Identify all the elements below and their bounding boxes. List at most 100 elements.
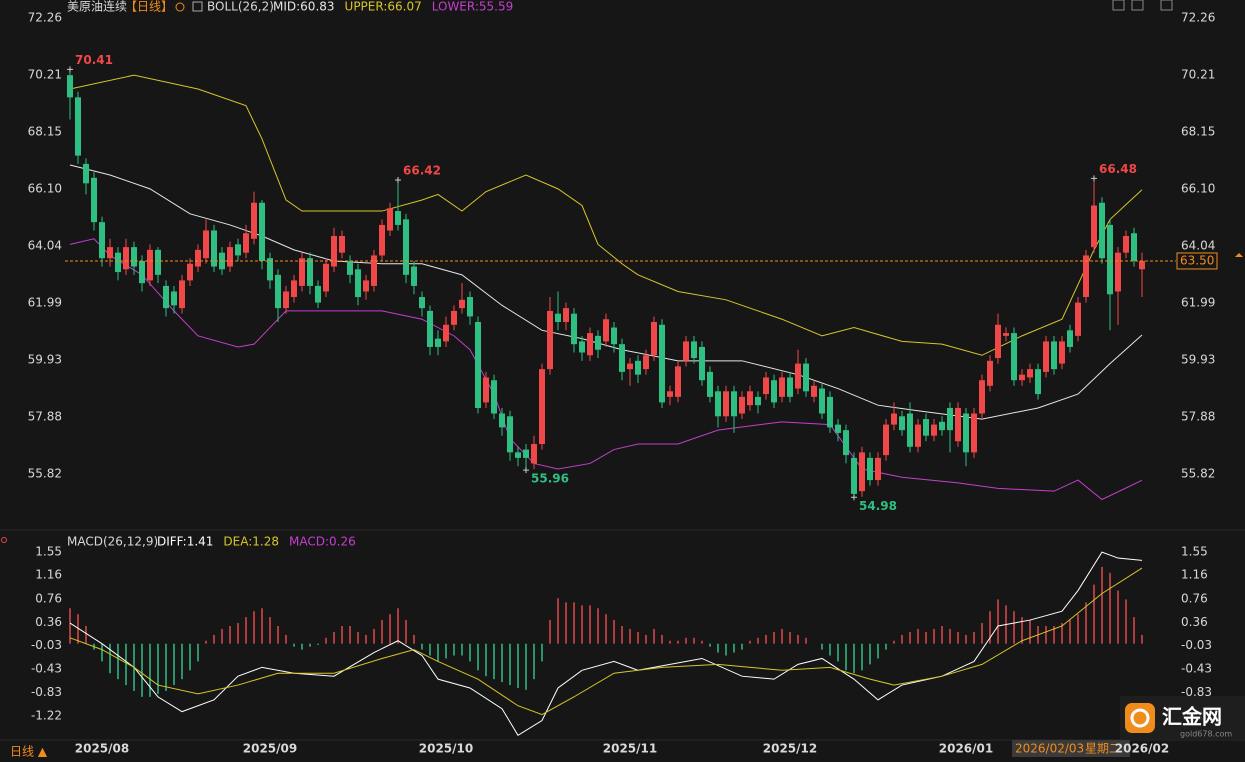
last-price-label: 63.50 [1180,253,1214,267]
y-tick-label: 57.88 [1181,409,1215,423]
tool-icon[interactable] [1112,0,1125,11]
candle-body [483,377,489,403]
candle-body [651,321,657,356]
y-tick-label: 0.36 [1181,615,1208,629]
candle-body [67,75,73,98]
candle-body [1043,341,1049,372]
candle-body [995,324,1001,359]
legend-label: LOWER:55.59 [432,0,514,14]
y-tick-label: -0.03 [1181,638,1212,652]
candle-body [1011,333,1017,381]
indicator-icon[interactable] [192,1,203,12]
tool-icon[interactable] [1131,0,1144,11]
y-tick-label: 0.76 [1181,591,1208,605]
candle-body [435,338,441,347]
candle-body [115,252,121,273]
candle-body [179,280,185,309]
candle-body [419,297,425,309]
candle-body [155,249,161,275]
candle-body [931,424,937,436]
indicator-line [69,567,1143,716]
extreme-marker [851,494,857,501]
period-switch[interactable]: 日线 ▲ [10,745,48,759]
y-tick-label: 61.99 [1181,295,1215,309]
candle-body [1067,330,1073,347]
candle-body [307,258,313,286]
extreme-marker [1091,175,1097,182]
indicator-line [69,551,1143,736]
candle-body [731,391,737,417]
candle-body [539,369,545,445]
candle-body [851,457,857,494]
y-tick-label: 70.21 [1181,67,1215,81]
candle-body [787,377,793,397]
y-tick-label: -0.43 [31,662,62,676]
candle-body [763,377,769,395]
candle-body [403,219,409,275]
candle-body [891,413,897,425]
candle-body [91,177,97,223]
candle-body [259,202,265,261]
candle-body [747,391,753,406]
y-tick-label: 1.16 [35,568,62,582]
candle-body [1075,302,1081,336]
candle-body [515,452,521,458]
candle-body [299,258,305,286]
candle-body [939,421,945,431]
legend-label: MACD:0.26 [289,535,356,549]
y-tick-label: 68.15 [1181,125,1215,139]
candle-body [867,457,873,481]
logo-site: gold678.com [1180,730,1232,739]
y-tick-label: -0.83 [31,685,62,699]
candle-body [803,363,809,392]
extreme-marker [523,467,529,474]
candle-body [387,208,393,231]
tool-icon[interactable] [1160,0,1173,11]
y-tick-label: 70.21 [28,67,62,81]
candle-body [251,202,257,239]
candle-body [579,341,585,353]
candle-body [227,247,233,267]
candle-body [315,285,321,303]
candle-body [411,266,417,286]
candle-body [627,363,633,370]
extreme-label: 55.96 [531,472,569,486]
tooltip-weekday: 星期二 [1085,742,1121,756]
candle-body [779,377,785,397]
candle-body [75,97,81,156]
candle-body [323,263,329,292]
candle-body [1083,255,1089,298]
legend-label: DIFF:1.41 [157,535,213,549]
logo: 汇金网 gold678.com [1120,696,1245,740]
candle-body [819,388,825,414]
candle-body [1091,205,1097,248]
instrument-title: 美原油连续 [67,0,127,14]
candle-body [443,324,449,342]
y-tick-label: 55.82 [28,466,62,480]
candle-body [843,430,849,456]
candle-body [619,344,625,372]
candle-body [563,308,569,322]
y-tick-label: 1.16 [1181,568,1208,582]
logo-name: 汇金网 [1162,705,1222,729]
candle-body [451,310,457,325]
candle-body [107,247,113,259]
y-tick-label: 59.93 [1181,352,1215,366]
y-tick-label: 59.93 [28,352,62,366]
candle-body [587,333,593,356]
candle-body [355,269,361,298]
y-tick-label: 66.10 [1181,181,1215,195]
y-tick-label: 72.26 [1181,11,1215,25]
candle-body [667,391,673,397]
candle-body [795,363,801,389]
candle-body [187,263,193,281]
period-label[interactable]: 【日线】 [125,0,173,14]
candle-body [211,230,217,267]
candle-body [203,230,209,259]
y-tick-label: 55.82 [1181,466,1215,480]
candle-body [459,299,465,309]
candle-body [1115,252,1121,292]
add-icon[interactable] [175,2,185,12]
candle-body [83,163,89,184]
